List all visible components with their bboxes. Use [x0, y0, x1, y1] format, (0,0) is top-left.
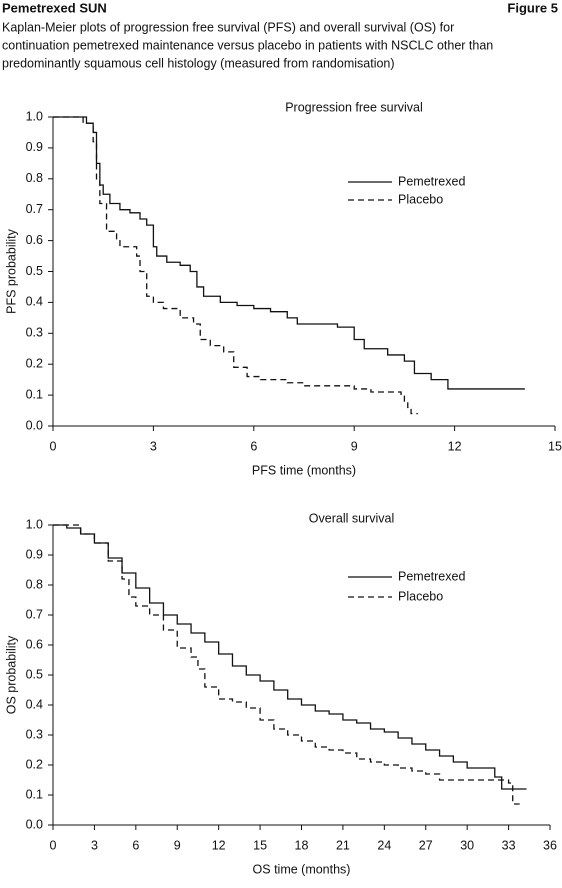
y-tick-label: 0.2	[26, 356, 43, 370]
caption-line: continuation pemetrexed maintenance vers…	[2, 38, 493, 52]
y-tick-label: 0.1	[26, 387, 43, 401]
y-tick-label: 0.1	[26, 787, 43, 801]
y-axis-label: PFS probability	[4, 228, 18, 314]
survival-curve	[53, 116, 525, 390]
x-tick-label: 3	[150, 439, 157, 453]
x-tick-label: 3	[91, 838, 98, 852]
y-tick-label: 0.8	[26, 171, 43, 185]
doc-title: Pemetrexed SUN	[2, 0, 107, 15]
x-tick-label: 12	[448, 439, 462, 453]
legend-label: Pemetrexed	[398, 569, 465, 583]
y-tick-label: 0.4	[26, 295, 43, 309]
y-tick-label: 0.9	[26, 140, 43, 154]
x-axis-label: OS time (months)	[253, 862, 351, 876]
y-tick-label: 0.7	[26, 202, 43, 216]
x-tick-label: 24	[377, 838, 391, 852]
legend-label: Pemetrexed	[398, 174, 465, 188]
x-tick-label: 21	[336, 838, 350, 852]
y-tick-label: 0.0	[26, 418, 43, 432]
x-tick-label: 0	[50, 439, 57, 453]
y-tick-label: 0.7	[26, 607, 43, 621]
x-axis-label: PFS time (months)	[252, 463, 356, 477]
survival-curve	[53, 116, 418, 415]
x-tick-label: 36	[543, 838, 557, 852]
caption-line: Kaplan-Meier plots of progression free s…	[2, 20, 454, 34]
x-tick-label: 0	[50, 838, 57, 852]
y-axis-label: OS probability	[4, 635, 18, 714]
x-tick-label: 27	[419, 838, 433, 852]
x-tick-label: 30	[460, 838, 474, 852]
x-tick-label: 9	[174, 838, 181, 852]
y-tick-label: 0.3	[26, 326, 43, 340]
y-tick-label: 0.9	[26, 547, 43, 561]
y-tick-label: 0.0	[26, 817, 43, 831]
x-tick-label: 6	[250, 439, 257, 453]
y-tick-label: 0.5	[26, 264, 43, 278]
x-tick-label: 18	[295, 838, 309, 852]
y-tick-label: 0.6	[26, 637, 43, 651]
y-tick-label: 1.0	[26, 109, 43, 123]
y-tick-label: 1.0	[26, 517, 43, 531]
figure-label: Figure 5	[507, 0, 558, 15]
chart-title: Progression free survival	[285, 100, 423, 114]
chart-title: Overall survival	[309, 511, 394, 525]
y-tick-label: 0.4	[26, 697, 43, 711]
legend-label: Placebo	[398, 192, 443, 206]
y-tick-label: 0.5	[26, 667, 43, 681]
x-tick-label: 6	[132, 838, 139, 852]
survival-curve	[53, 524, 520, 805]
x-tick-label: 15	[548, 439, 562, 453]
y-tick-label: 0.6	[26, 233, 43, 247]
y-tick-label: 0.8	[26, 577, 43, 591]
x-tick-label: 33	[502, 838, 516, 852]
y-tick-label: 0.2	[26, 757, 43, 771]
x-tick-label: 9	[351, 439, 358, 453]
legend-label: Placebo	[398, 589, 443, 603]
x-tick-label: 15	[253, 838, 267, 852]
x-tick-label: 12	[212, 838, 226, 852]
y-tick-label: 0.3	[26, 727, 43, 741]
survival-curve	[53, 524, 527, 790]
caption-line: predominantly squamous cell histology (m…	[2, 56, 395, 70]
